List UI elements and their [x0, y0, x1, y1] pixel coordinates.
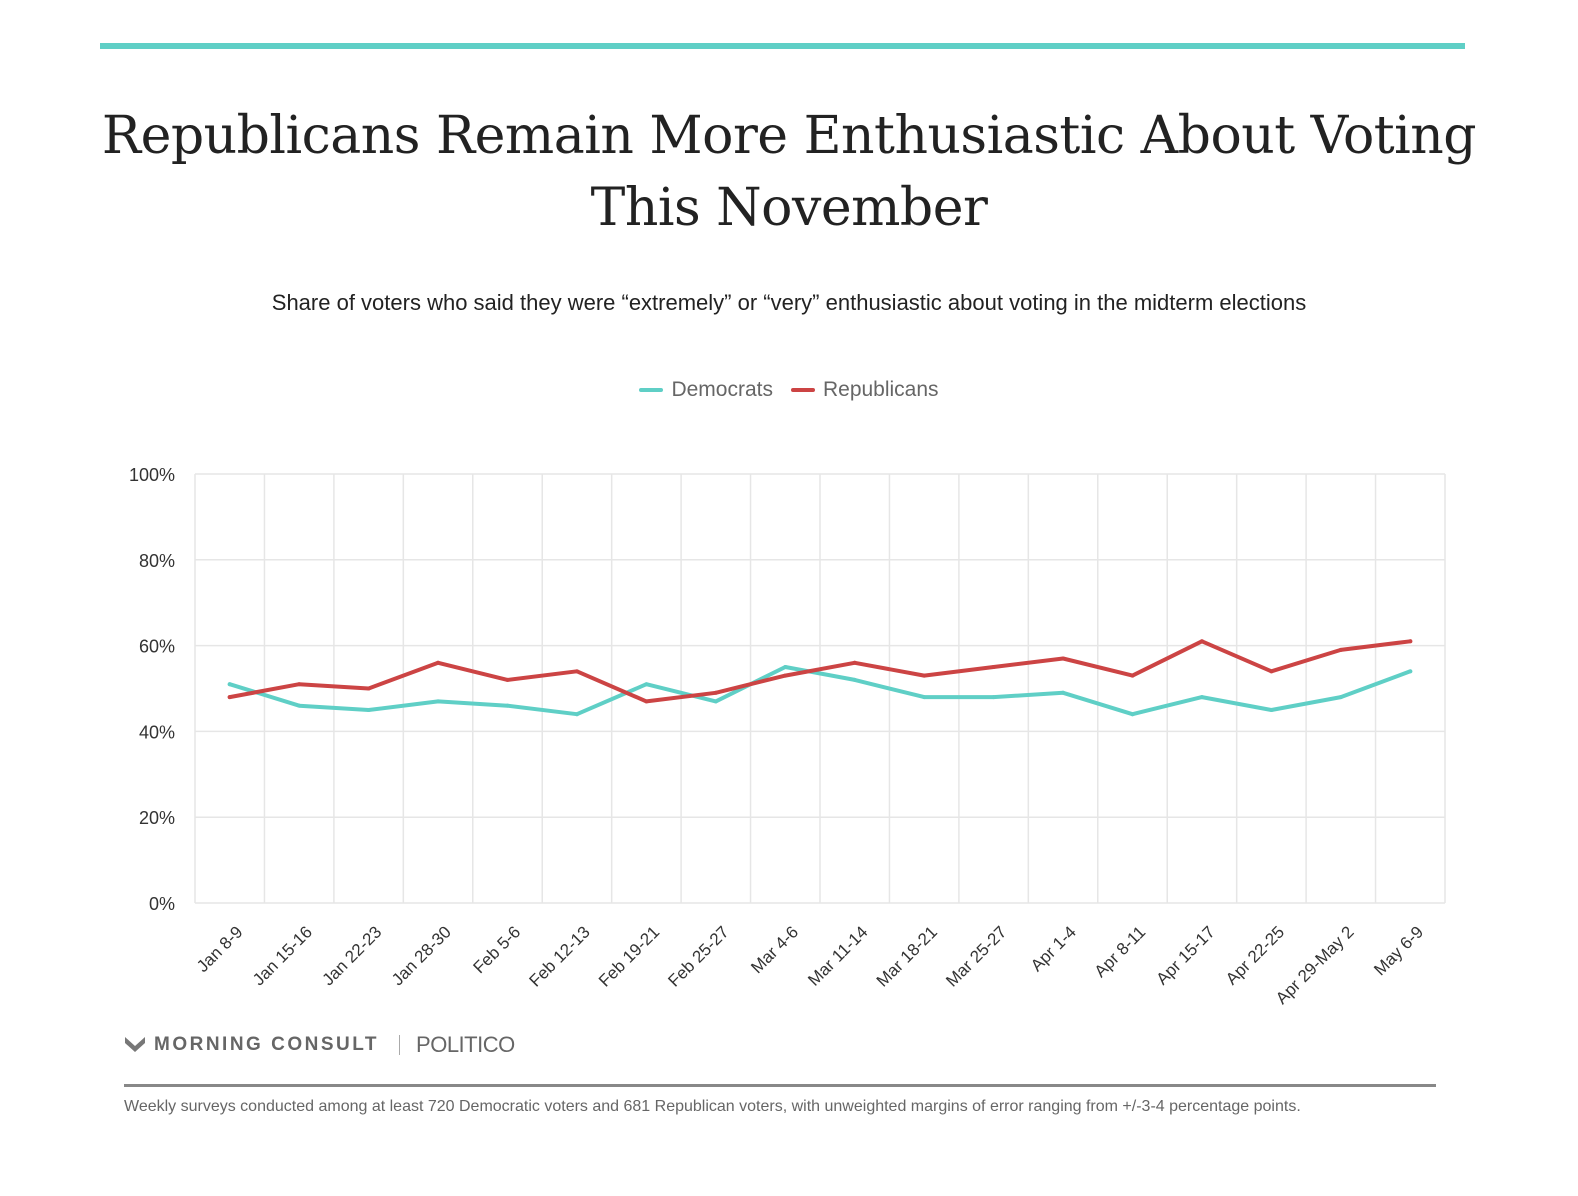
x-tick-label: Mar 11-14	[804, 922, 871, 989]
x-tick-label: Feb 25-27	[664, 922, 732, 990]
y-tick-label: 20%	[139, 808, 175, 828]
data-point-democrats	[436, 699, 441, 704]
y-tick-label: 60%	[139, 637, 175, 657]
data-point-democrats	[991, 695, 996, 700]
data-point-republicans	[1061, 656, 1066, 661]
data-point-republicans	[227, 695, 232, 700]
legend-label-democrats: Democrats	[671, 378, 773, 401]
footnote: Weekly surveys conducted among at least …	[124, 1098, 1301, 1115]
chart-legend: Democrats Republicans	[0, 378, 1578, 402]
data-point-republicans	[1338, 647, 1343, 652]
data-point-republicans	[505, 677, 510, 682]
data-point-republicans	[436, 660, 441, 665]
brand-footer: MORNING CONSULT POLITICO	[124, 1030, 515, 1060]
data-point-republicans	[1199, 639, 1204, 644]
data-point-democrats	[1061, 690, 1066, 695]
x-tick-label: Apr 22-25	[1222, 922, 1288, 988]
data-point-democrats	[852, 677, 857, 682]
x-tick-label: Jan 15-16	[249, 922, 316, 989]
data-point-democrats	[1338, 695, 1343, 700]
legend-item-republicans[interactable]: Republicans	[790, 378, 939, 402]
data-point-republicans	[783, 673, 788, 678]
data-point-democrats	[783, 665, 788, 670]
morning-consult-logo-icon	[125, 1037, 145, 1052]
chart-title: Republicans Remain More Enthusiastic Abo…	[101, 106, 1477, 238]
x-tick-label: Apr 15-17	[1153, 922, 1219, 988]
y-tick-label: 40%	[139, 722, 175, 742]
data-point-democrats	[1199, 695, 1204, 700]
x-tick-label: Mar 18-21	[873, 922, 941, 990]
legend-swatch-democrats	[639, 388, 664, 392]
x-tick-label: Jan 8-9	[193, 922, 247, 976]
footer-rule	[124, 1084, 1436, 1087]
data-point-democrats	[644, 682, 649, 687]
brand-separator	[399, 1035, 401, 1055]
data-point-republicans	[713, 690, 718, 695]
data-point-democrats	[922, 695, 927, 700]
x-tick-label: Mar 4-6	[747, 922, 802, 977]
data-point-republicans	[644, 699, 649, 704]
legend-item-democrats[interactable]: Democrats	[639, 378, 773, 402]
data-point-democrats	[574, 712, 579, 717]
line-chart: 0% 20% 40% 60% 80% 100% Jan 8-9 Jan 15-16 Jan 22…	[129, 465, 1446, 1008]
x-tick-label: Mar 25-27	[942, 922, 1010, 990]
data-point-republicans	[1408, 639, 1413, 644]
x-tick-label: Feb 5-6	[469, 922, 524, 977]
data-point-democrats	[505, 703, 510, 708]
x-tick-label: Apr 8-11	[1091, 922, 1150, 981]
data-point-democrats	[297, 703, 302, 708]
x-tick-label: May 6-9	[1370, 922, 1427, 979]
y-tick-label: 80%	[139, 551, 175, 571]
data-point-republicans	[1130, 673, 1135, 678]
data-point-democrats	[1130, 712, 1135, 717]
data-point-republicans	[922, 673, 927, 678]
data-point-democrats	[1269, 707, 1274, 712]
data-point-democrats	[713, 699, 718, 704]
x-tick-label: Feb 19-21	[595, 922, 663, 990]
x-tick-label: Apr 1-4	[1027, 922, 1080, 975]
morning-consult-logo: MORNING CONSULT	[154, 1034, 380, 1055]
data-point-democrats	[1408, 669, 1413, 674]
legend-swatch-republicans	[790, 388, 815, 392]
x-tick-label: Jan 22-23	[319, 922, 386, 989]
y-tick-label: 100%	[129, 465, 175, 485]
data-point-republicans	[852, 660, 857, 665]
data-point-democrats	[366, 707, 371, 712]
data-point-republicans	[297, 682, 302, 687]
x-tick-label: Jan 28-30	[388, 922, 455, 989]
legend-label-republicans: Republicans	[822, 378, 939, 401]
data-point-republicans	[991, 665, 996, 670]
series-line-democrats	[227, 665, 1413, 717]
data-point-republicans	[1269, 669, 1274, 674]
series-line-republicans	[227, 639, 1413, 704]
data-point-democrats	[227, 682, 232, 687]
y-tick-label: 0%	[149, 894, 175, 914]
politico-logo: POLITICO	[416, 1032, 515, 1057]
top-accent-rule	[100, 43, 1465, 49]
data-point-republicans	[366, 686, 371, 691]
data-point-republicans	[574, 669, 579, 674]
x-tick-label: Feb 12-13	[526, 922, 594, 990]
chart-subtitle: Share of voters who said they were “extr…	[271, 290, 1307, 315]
